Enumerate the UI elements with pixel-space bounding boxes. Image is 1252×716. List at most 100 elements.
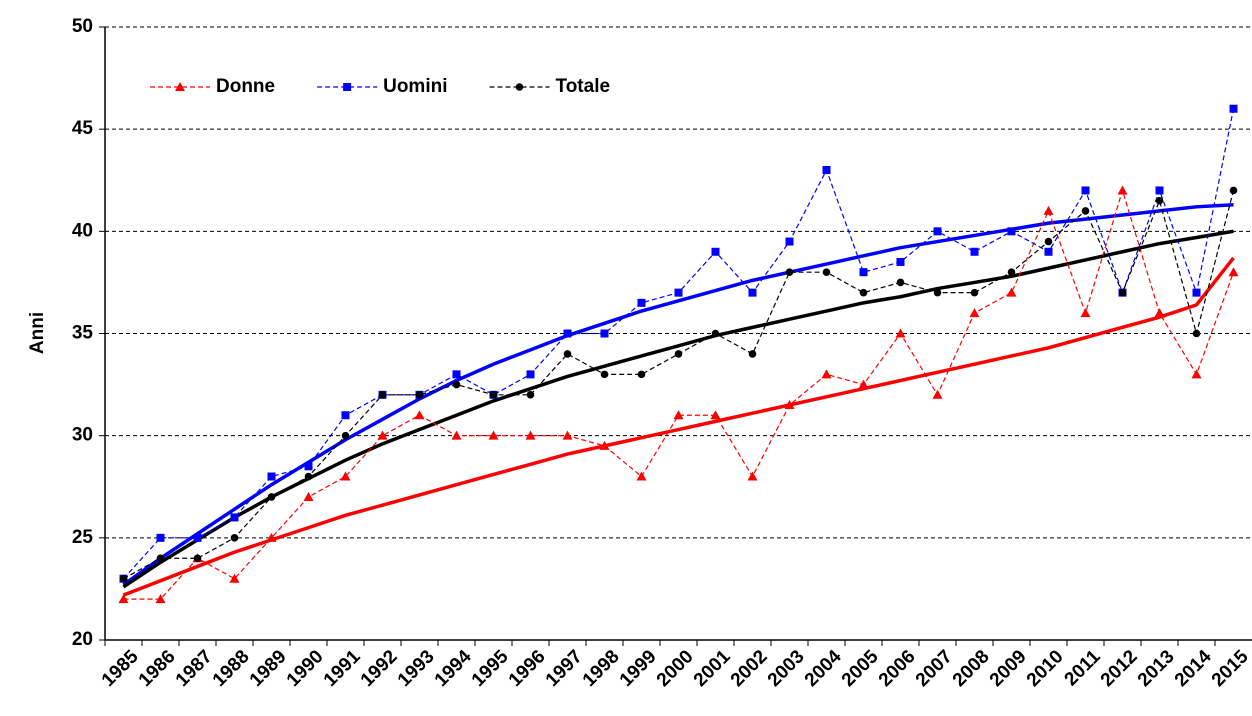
marker bbox=[673, 410, 684, 420]
marker bbox=[526, 370, 535, 379]
marker bbox=[378, 391, 387, 399]
x-tick-label: 1988 bbox=[209, 646, 254, 691]
marker bbox=[451, 430, 462, 440]
marker bbox=[193, 533, 202, 542]
trend-line bbox=[122, 203, 1234, 587]
x-tick-label: 2007 bbox=[912, 646, 957, 691]
marker bbox=[452, 370, 461, 379]
marker bbox=[932, 389, 943, 399]
marker bbox=[1080, 308, 1091, 318]
marker bbox=[343, 83, 352, 91]
x-tick-label: 2014 bbox=[1171, 646, 1216, 691]
series-line bbox=[123, 190, 1235, 580]
marker bbox=[304, 462, 313, 471]
legend-item: Donne bbox=[150, 76, 275, 97]
y-tick-label: 50 bbox=[72, 16, 93, 37]
marker bbox=[748, 288, 757, 297]
x-tick-label: 2002 bbox=[727, 646, 772, 691]
marker bbox=[896, 278, 905, 287]
marker bbox=[859, 288, 868, 297]
marker bbox=[452, 380, 461, 389]
marker bbox=[674, 288, 683, 297]
marker bbox=[156, 533, 165, 542]
x-tick-label: 1991 bbox=[320, 646, 365, 691]
legend-label: Uomini bbox=[383, 76, 447, 97]
x-tick-label: 2003 bbox=[764, 646, 809, 691]
marker bbox=[747, 471, 758, 481]
marker bbox=[600, 329, 609, 338]
marker bbox=[1006, 287, 1017, 297]
marker bbox=[1007, 268, 1016, 277]
marker bbox=[1191, 369, 1202, 379]
marker bbox=[785, 268, 794, 277]
marker bbox=[341, 411, 350, 420]
marker bbox=[600, 370, 609, 379]
marker bbox=[488, 430, 499, 440]
x-tick-label: 2013 bbox=[1134, 646, 1179, 691]
marker bbox=[267, 493, 276, 501]
marker bbox=[1044, 237, 1053, 246]
x-tick-label: 1989 bbox=[246, 646, 291, 691]
marker bbox=[933, 227, 942, 236]
x-tick-label: 2005 bbox=[838, 646, 883, 691]
marker bbox=[1155, 186, 1164, 195]
marker bbox=[859, 268, 868, 277]
x-tick-label: 1996 bbox=[505, 646, 550, 691]
marker bbox=[636, 471, 647, 481]
x-tick-label: 1997 bbox=[542, 646, 587, 691]
x-tick-label: 1986 bbox=[135, 646, 180, 691]
marker bbox=[970, 247, 979, 256]
marker bbox=[563, 329, 572, 338]
marker bbox=[711, 247, 720, 256]
marker bbox=[175, 82, 185, 91]
x-tick-label: 2000 bbox=[653, 646, 698, 691]
marker bbox=[711, 329, 720, 338]
marker bbox=[969, 308, 980, 318]
x-tick-label: 1992 bbox=[357, 646, 402, 691]
y-axis-label: Anni bbox=[27, 312, 48, 354]
x-tick-label: 1994 bbox=[431, 646, 476, 691]
x-tick-label: 1987 bbox=[172, 646, 217, 691]
marker bbox=[933, 288, 942, 297]
y-tick-label: 40 bbox=[72, 220, 93, 241]
marker bbox=[821, 369, 832, 379]
marker bbox=[414, 410, 425, 420]
marker bbox=[1192, 288, 1201, 297]
trend-line bbox=[122, 256, 1235, 597]
marker bbox=[193, 554, 202, 563]
marker bbox=[1044, 247, 1053, 256]
marker bbox=[230, 513, 239, 522]
x-tick-label: 1990 bbox=[283, 646, 328, 691]
x-tick-label: 2010 bbox=[1023, 646, 1068, 691]
marker bbox=[229, 573, 240, 583]
marker bbox=[1081, 186, 1090, 195]
marker bbox=[895, 328, 906, 338]
marker bbox=[304, 472, 313, 481]
x-tick-label: 2012 bbox=[1097, 646, 1142, 691]
legend-label: Donne bbox=[216, 76, 275, 97]
y-tick-label: 45 bbox=[72, 118, 94, 139]
marker bbox=[970, 288, 979, 297]
x-tick-label: 2011 bbox=[1061, 646, 1105, 690]
marker bbox=[1043, 205, 1054, 215]
marker bbox=[1081, 207, 1090, 215]
x-tick-label: 2009 bbox=[986, 646, 1031, 691]
marker bbox=[415, 391, 424, 399]
marker bbox=[710, 410, 721, 420]
marker bbox=[525, 430, 536, 440]
marker bbox=[785, 237, 794, 246]
marker bbox=[1192, 329, 1201, 338]
marker bbox=[1228, 267, 1239, 277]
x-tick-label: 1985 bbox=[98, 646, 143, 691]
x-tick-label: 1993 bbox=[394, 646, 439, 691]
marker bbox=[1229, 104, 1238, 113]
marker bbox=[896, 257, 905, 266]
x-tick-label: 1999 bbox=[616, 646, 661, 691]
marker bbox=[489, 391, 498, 399]
marker bbox=[377, 430, 388, 440]
marker bbox=[340, 471, 351, 481]
x-tick-label: 2006 bbox=[875, 646, 920, 691]
x-tick-label: 1998 bbox=[579, 646, 624, 691]
marker bbox=[1117, 185, 1128, 195]
y-tick-label: 35 bbox=[72, 323, 94, 344]
